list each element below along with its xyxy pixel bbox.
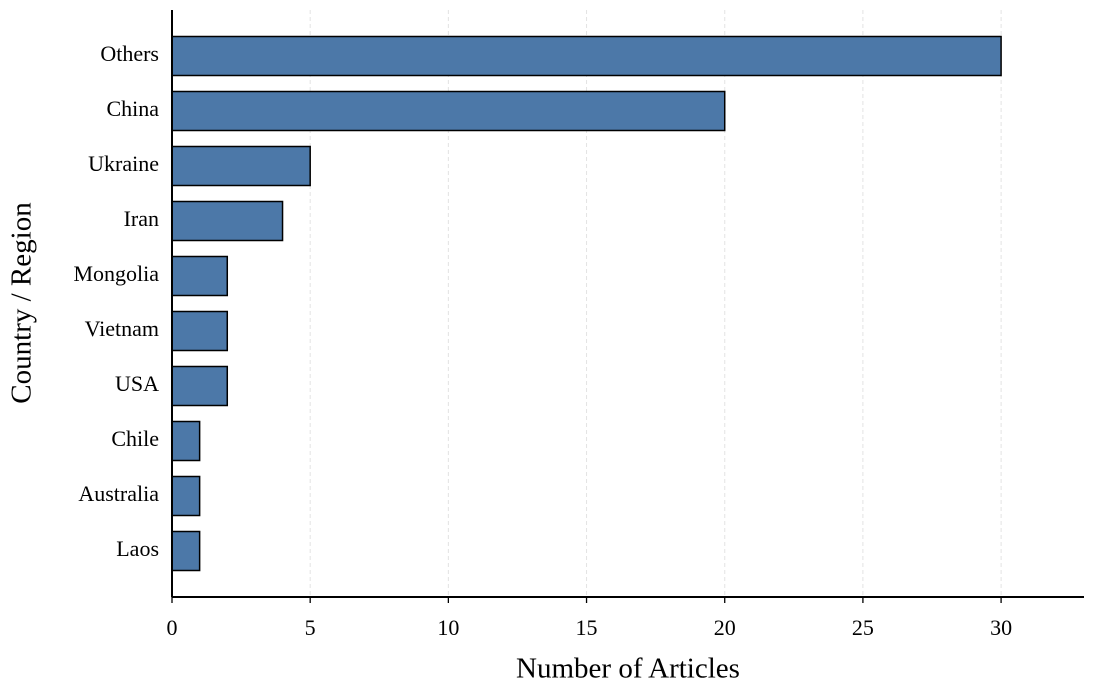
bar	[171, 90, 726, 132]
bar	[171, 200, 284, 242]
bar	[171, 530, 201, 572]
bar	[171, 475, 201, 517]
x-tick-label: 0	[167, 615, 178, 640]
y-tick-label: Vietnam	[85, 316, 159, 341]
y-axis-label: Country / Region	[6, 202, 38, 404]
bar	[171, 35, 1002, 77]
y-tick-label: Mongolia	[73, 261, 159, 286]
x-tick-label: 25	[852, 615, 874, 640]
x-tick-label: 5	[305, 615, 316, 640]
y-tick-label: Laos	[116, 536, 159, 561]
x-tick-label: 10	[437, 615, 459, 640]
bar	[171, 310, 229, 352]
bar	[171, 420, 201, 462]
y-tick-label: Australia	[78, 481, 159, 506]
y-tick-label: China	[106, 96, 159, 121]
bar	[171, 255, 229, 297]
x-tick-label: 20	[714, 615, 736, 640]
x-tick-label: 30	[990, 615, 1012, 640]
y-tick-label: Ukraine	[88, 151, 159, 176]
y-tick-label: Others	[100, 41, 159, 66]
bar	[171, 365, 229, 407]
x-tick-label: 15	[576, 615, 598, 640]
y-tick-label: Iran	[124, 206, 159, 231]
y-tick-label: Chile	[111, 426, 159, 451]
bar	[171, 145, 311, 187]
x-axis-label: Number of Articles	[516, 653, 740, 685]
y-tick-label: USA	[115, 371, 159, 396]
